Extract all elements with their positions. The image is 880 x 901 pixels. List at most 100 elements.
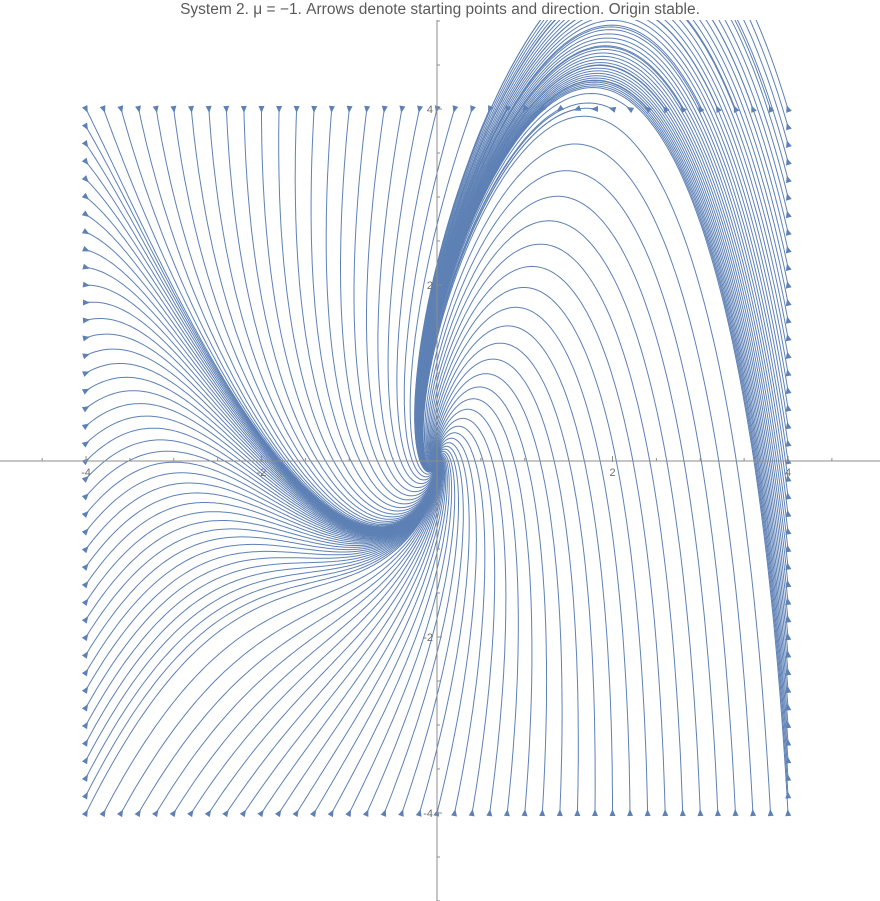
- start-arrow: [539, 809, 546, 817]
- start-arrow: [81, 721, 89, 730]
- y-tick-label: 2: [427, 280, 433, 292]
- start-arrow: [715, 105, 722, 114]
- start-arrow: [785, 474, 792, 483]
- start-arrow: [81, 756, 88, 765]
- start-arrow: [258, 105, 265, 113]
- start-arrow: [223, 105, 230, 113]
- start-arrow: [81, 581, 89, 589]
- start-arrow: [785, 228, 792, 236]
- start-arrow: [81, 651, 89, 659]
- start-arrow: [81, 703, 89, 712]
- chart-title: System 2. μ = −1. Arrows denote starting…: [180, 1, 700, 18]
- start-arrow: [292, 809, 299, 818]
- start-arrow: [204, 809, 212, 818]
- start-arrow: [81, 475, 89, 483]
- start-arrow: [81, 440, 90, 448]
- start-arrow: [468, 809, 475, 817]
- start-arrow: [81, 175, 89, 183]
- start-arrow: [505, 104, 512, 113]
- start-arrow: [116, 809, 124, 818]
- start-arrow: [767, 809, 774, 817]
- start-arrow: [470, 105, 476, 113]
- start-arrow: [785, 333, 792, 342]
- start-arrow: [573, 105, 582, 111]
- start-arrow: [662, 106, 670, 114]
- streamline: [743, 20, 789, 145]
- start-arrow: [152, 105, 159, 113]
- start-arrow: [274, 809, 282, 818]
- start-arrow: [81, 598, 89, 606]
- start-arrow: [786, 157, 792, 166]
- streamline: [432, 342, 596, 814]
- start-arrow: [309, 809, 317, 818]
- streamline: [429, 265, 666, 814]
- start-arrow: [81, 388, 90, 395]
- start-arrow: [81, 774, 88, 782]
- start-arrow: [362, 809, 369, 817]
- start-arrow: [608, 106, 617, 113]
- start-arrow: [785, 650, 792, 658]
- start-arrow: [327, 809, 334, 818]
- start-arrow: [346, 105, 353, 113]
- start-arrow: [785, 527, 792, 535]
- start-arrow: [117, 105, 124, 113]
- start-arrow: [591, 105, 599, 112]
- start-arrow: [785, 298, 792, 307]
- start-arrow: [81, 545, 89, 554]
- start-arrow: [785, 773, 792, 782]
- start-arrow: [380, 809, 387, 817]
- start-arrow: [662, 809, 669, 817]
- streamline: [419, 49, 789, 550]
- start-arrow: [81, 458, 90, 466]
- start-arrow: [311, 105, 318, 113]
- start-arrow: [81, 406, 90, 413]
- start-arrow: [785, 439, 792, 447]
- streamline: [734, 20, 771, 110]
- start-arrow: [785, 509, 792, 518]
- start-arrow: [81, 228, 90, 235]
- start-arrow: [785, 421, 792, 430]
- start-arrow: [433, 809, 440, 817]
- start-arrow: [170, 105, 177, 113]
- streamline: [417, 20, 789, 472]
- start-arrow: [82, 245, 90, 252]
- start-arrow: [785, 386, 792, 395]
- start-arrow: [644, 106, 652, 114]
- streamline: [736, 20, 789, 162]
- streamline: [85, 214, 440, 530]
- y-tick-label: 4: [427, 104, 433, 116]
- start-arrow: [81, 563, 89, 571]
- streamlines: [85, 20, 789, 814]
- start-arrow: [785, 492, 792, 500]
- streamline: [433, 373, 563, 814]
- streamline: [85, 126, 440, 530]
- streamline: [418, 41, 789, 514]
- start-arrow: [328, 105, 335, 113]
- streamline: [430, 287, 649, 814]
- streamline: [261, 109, 439, 518]
- start-arrow: [539, 104, 547, 112]
- start-arrow: [697, 809, 704, 817]
- axes: -4 -2 2 4 -4 -2 2 4: [0, 20, 880, 901]
- start-arrow: [785, 597, 792, 606]
- start-arrow: [82, 317, 90, 324]
- start-arrow: [750, 809, 757, 817]
- start-arrow: [698, 105, 705, 114]
- start-arrow: [556, 104, 565, 112]
- start-arrow: [521, 809, 528, 817]
- start-arrow: [786, 140, 792, 148]
- start-arrow: [785, 316, 792, 324]
- streamline: [85, 196, 440, 530]
- start-arrow: [82, 263, 90, 270]
- start-arrow: [381, 105, 388, 113]
- start-arrow: [239, 809, 247, 818]
- start-arrow: [785, 738, 792, 746]
- start-arrow: [785, 668, 792, 676]
- start-arrow: [574, 809, 581, 817]
- start-arrow: [785, 721, 792, 729]
- start-arrow: [609, 809, 616, 817]
- start-arrow: [257, 809, 264, 818]
- start-arrow: [785, 633, 792, 641]
- start-arrow: [785, 703, 792, 711]
- start-arrow: [135, 105, 141, 113]
